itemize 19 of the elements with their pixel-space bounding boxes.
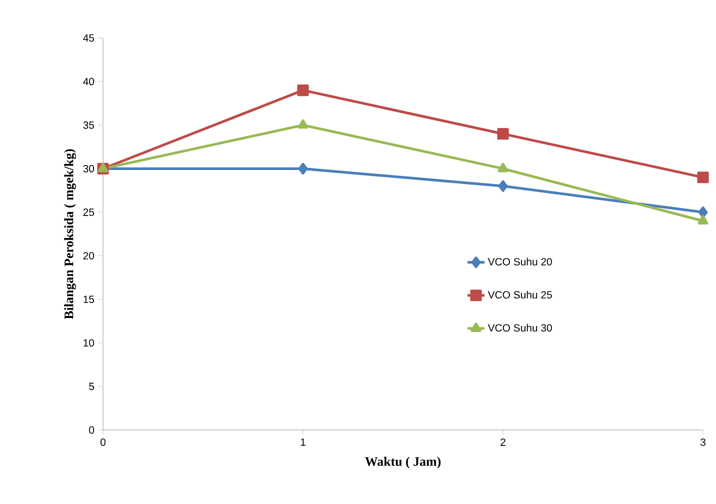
y-tick-label: 35 [83,121,94,129]
y-tick-label: 5 [89,382,94,390]
x-tick-label: 0 [100,438,106,446]
legend-label: VCO Suhu 20 [488,258,552,266]
y-tick-label: 15 [84,296,94,303]
x-axis-title: Waktu ( Jam) [365,456,441,469]
x-tick-label: 1 [300,438,306,446]
legend-label: VCO Suhu 30 [488,324,552,332]
y-tick-label: 0 [89,426,94,434]
x-tick-label: 2 [500,438,506,446]
y-tick-label: 20 [83,252,94,260]
y-tick-label: 30 [83,164,94,172]
legend-label: VCO Suhu 25 [488,290,552,299]
y-tick-label: 25 [83,208,94,216]
x-tick-label: 3 [700,438,706,446]
y-tick-label: 45 [83,34,94,42]
y-tick-label: 40 [83,78,94,86]
y-tick-label: 10 [84,339,94,347]
y-axis-title: Bilangan Peroksida ( mgek/kg) [64,149,76,320]
